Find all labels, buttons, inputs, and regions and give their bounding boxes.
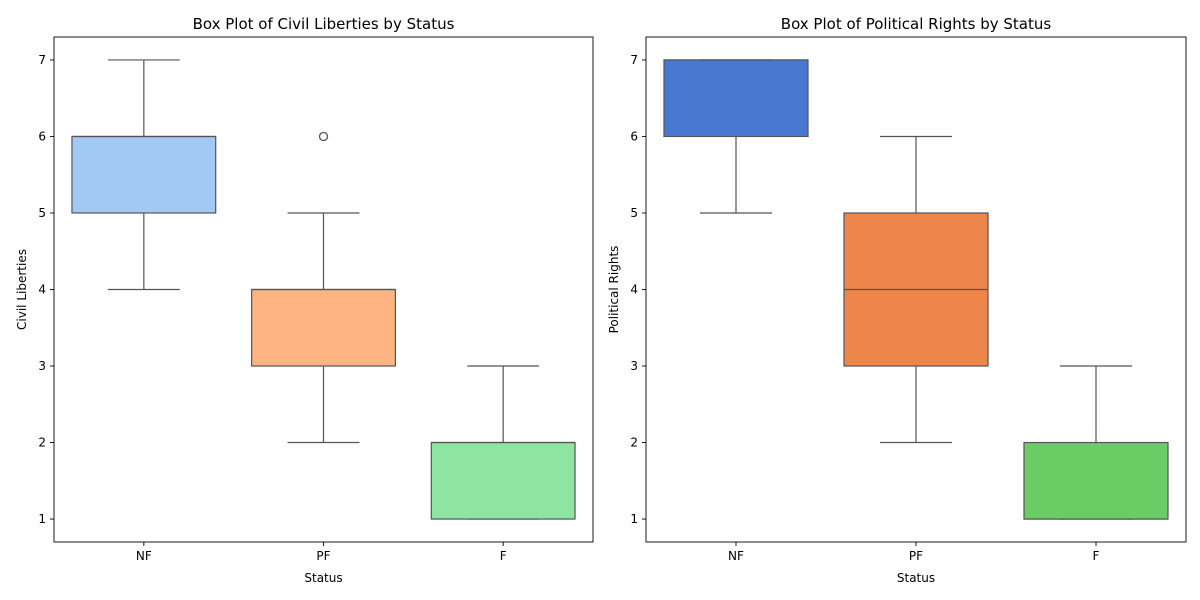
outlier-point: [318, 131, 329, 142]
x-tick-label: NF: [728, 549, 744, 563]
y-tick-label: 7: [38, 53, 46, 67]
chart-title: Box Plot of Political Rights by Status: [781, 15, 1052, 33]
x-tick-label: PF: [909, 549, 923, 563]
y-tick-label: 1: [630, 512, 638, 526]
y-tick-label: 4: [630, 283, 638, 297]
iqr-box: [430, 441, 576, 520]
y-tick-label: 3: [630, 359, 638, 373]
y-tick-label: 4: [38, 283, 46, 297]
y-tick-label: 2: [38, 436, 46, 450]
x-tick-label: NF: [136, 549, 152, 563]
x-axis-label: Status: [304, 571, 342, 585]
y-tick-label: 7: [630, 53, 638, 67]
iqr-box: [251, 288, 396, 367]
x-tick-label: F: [1093, 549, 1100, 563]
box-f: [1023, 365, 1169, 520]
y-tick-label: 1: [38, 512, 46, 526]
y-tick-label: 5: [38, 206, 46, 220]
iqr-box: [71, 135, 217, 214]
y-tick-label: 5: [630, 206, 638, 220]
x-axis-label: Status: [897, 571, 935, 585]
box-pf: [251, 131, 396, 444]
y-tick-label: 3: [38, 359, 46, 373]
y-tick-label: 6: [38, 129, 46, 143]
box-f: [430, 365, 576, 520]
y-tick-label: 6: [630, 129, 638, 143]
y-axis-label: Civil Liberties: [15, 249, 29, 330]
subplot-1: 1 2 3 4 5 6 7 NF PF F Box Plot of Civil Liberties …: [15, 15, 594, 585]
subplot-2: 1 2 3 4 5 6 7 NF PF F Box Plot of Political Rights…: [607, 15, 1187, 585]
chart-title: Box Plot of Civil Liberties by Status: [193, 15, 455, 33]
box-nf: [663, 59, 809, 214]
y-axis-label: Political Rights: [607, 246, 621, 334]
iqr-box: [1023, 441, 1169, 520]
box-nf: [71, 59, 217, 291]
x-tick-label: PF: [316, 549, 330, 563]
iqr-box: [663, 59, 809, 138]
box-pf: [843, 135, 989, 444]
x-tick-label: F: [500, 549, 507, 563]
y-tick-label: 2: [630, 436, 638, 450]
